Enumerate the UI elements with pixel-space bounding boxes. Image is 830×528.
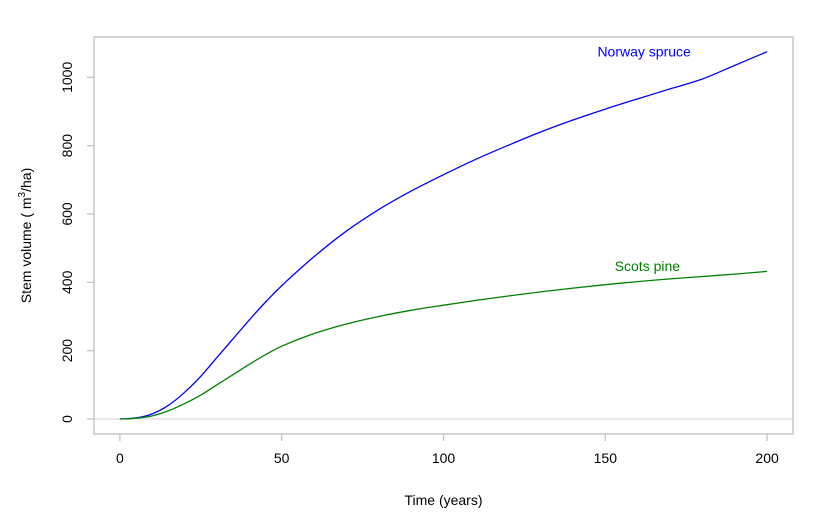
y-axis-title-unit: /ha) [18, 168, 34, 192]
x-tick-label: 0 [116, 450, 124, 466]
y-tick-label: 400 [59, 270, 75, 294]
y-tick-label: 200 [59, 339, 75, 363]
series-line [119, 270, 768, 420]
y-tick-label: 1000 [59, 62, 75, 93]
x-axis-title: Time (years) [404, 492, 482, 508]
y-axis-title-main: Stem volume ( m [18, 197, 34, 303]
y-tick-label: 600 [59, 202, 75, 226]
y-tick-label: 800 [59, 134, 75, 158]
plot-frame [93, 36, 794, 435]
y-axis-title: Stem volume ( m3/ha) [17, 168, 34, 304]
series-layer [119, 51, 768, 420]
x-axis: 0 50 100 150 200 [116, 434, 779, 466]
series-label-layer: Norway spruce Scots pine [597, 44, 691, 274]
series-line [119, 51, 768, 420]
x-tick-label: 100 [432, 450, 456, 466]
y-tick-label: 0 [59, 415, 75, 423]
series-label: Scots pine [615, 258, 681, 274]
y-axis: 0 200 400 600 800 1000 [59, 62, 94, 423]
x-tick-label: 150 [594, 450, 618, 466]
y-axis-title-superscript: 3 [17, 191, 28, 197]
series-label: Norway spruce [597, 44, 691, 60]
x-tick-label: 50 [274, 450, 290, 466]
x-tick-label: 200 [755, 450, 779, 466]
